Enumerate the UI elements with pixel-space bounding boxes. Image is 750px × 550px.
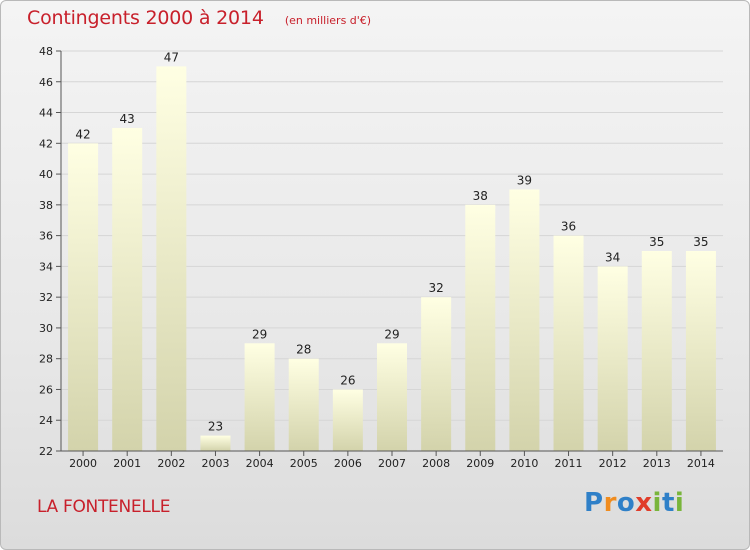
x-tick-label: 2007 xyxy=(378,457,406,470)
value-label: 47 xyxy=(164,50,179,64)
value-label: 35 xyxy=(649,235,664,249)
value-label: 29 xyxy=(252,327,267,341)
value-label: 29 xyxy=(384,327,399,341)
x-tick-label: 2011 xyxy=(555,457,583,470)
bar xyxy=(156,66,187,451)
logo-letter: t xyxy=(661,488,675,518)
value-label: 28 xyxy=(296,343,311,357)
y-tick-label: 44 xyxy=(39,107,53,120)
x-tick-label: 2013 xyxy=(643,457,671,470)
bar xyxy=(244,343,275,451)
value-label: 43 xyxy=(120,112,135,126)
bar xyxy=(200,435,231,451)
logo-letter: o xyxy=(616,488,636,518)
logo-letter: P xyxy=(584,488,604,518)
bars: 42 43 47 23 29 28 26 29 32 38 39 36 34 35 35 xyxy=(68,50,716,452)
y-tick-label: 22 xyxy=(39,445,53,458)
bar xyxy=(685,251,716,451)
axes: 22 24 26 28 30 32 34 36 38 40 42 44 46 48 2000 2001 2002… xyxy=(39,45,723,470)
x-tick-label: 2004 xyxy=(246,457,274,470)
x-tick-label: 2003 xyxy=(201,457,229,470)
bar xyxy=(68,143,99,452)
bar xyxy=(509,189,540,451)
x-tick-label: 2000 xyxy=(69,457,97,470)
chart-title: Contingents 2000 à 2014 xyxy=(27,7,264,29)
value-label: 36 xyxy=(561,220,576,234)
bar xyxy=(597,266,628,451)
y-tick-label: 46 xyxy=(39,76,53,89)
x-tick-label: 2005 xyxy=(290,457,318,470)
y-tick-label: 40 xyxy=(39,168,53,181)
x-tick-label: 2014 xyxy=(687,457,715,470)
bar xyxy=(421,297,452,451)
value-label: 38 xyxy=(473,189,488,203)
bar xyxy=(332,389,363,451)
logo-letter: x xyxy=(635,488,653,518)
x-tick-label: 2002 xyxy=(157,457,185,470)
value-label: 39 xyxy=(517,173,532,187)
value-label: 35 xyxy=(693,235,708,249)
value-label: 23 xyxy=(208,420,223,434)
chart-subtitle: (en milliers d'€) xyxy=(284,14,372,27)
logo-letter: i xyxy=(652,488,662,518)
y-tick-label: 26 xyxy=(39,383,53,396)
x-tick-label: 2009 xyxy=(466,457,494,470)
bar xyxy=(112,127,143,451)
proxiti-logo[interactable]: Proxiti xyxy=(584,488,684,518)
x-tick-label: 2006 xyxy=(334,457,362,470)
bar xyxy=(553,235,584,451)
y-tick-label: 32 xyxy=(39,291,53,304)
logo-letter: i xyxy=(674,488,685,518)
value-label: 26 xyxy=(340,373,355,387)
bar xyxy=(288,358,319,451)
y-tick-label: 24 xyxy=(39,414,53,427)
y-tick-label: 38 xyxy=(39,199,53,212)
x-tick-label: 2001 xyxy=(113,457,141,470)
commune-name: LA FONTENELLE xyxy=(37,497,171,517)
chart-header: Contingents 2000 à 2014 (en milliers d'€… xyxy=(27,7,371,29)
x-tick-label: 2008 xyxy=(422,457,450,470)
value-label: 34 xyxy=(605,250,620,264)
value-label: 32 xyxy=(428,281,443,295)
bar xyxy=(641,251,672,451)
y-tick-label: 34 xyxy=(39,260,53,273)
bar xyxy=(376,343,408,451)
logo-letter: r xyxy=(603,488,617,518)
x-tick-label: 2010 xyxy=(510,457,538,470)
y-tick-label: 36 xyxy=(39,230,53,243)
y-tick-label: 30 xyxy=(39,322,53,335)
y-tick-label: 48 xyxy=(39,45,53,58)
y-tick-label: 28 xyxy=(39,353,53,366)
y-tick-label: 42 xyxy=(39,137,53,150)
value-label: 42 xyxy=(75,127,90,141)
bar xyxy=(465,204,496,451)
x-tick-label: 2012 xyxy=(599,457,627,470)
